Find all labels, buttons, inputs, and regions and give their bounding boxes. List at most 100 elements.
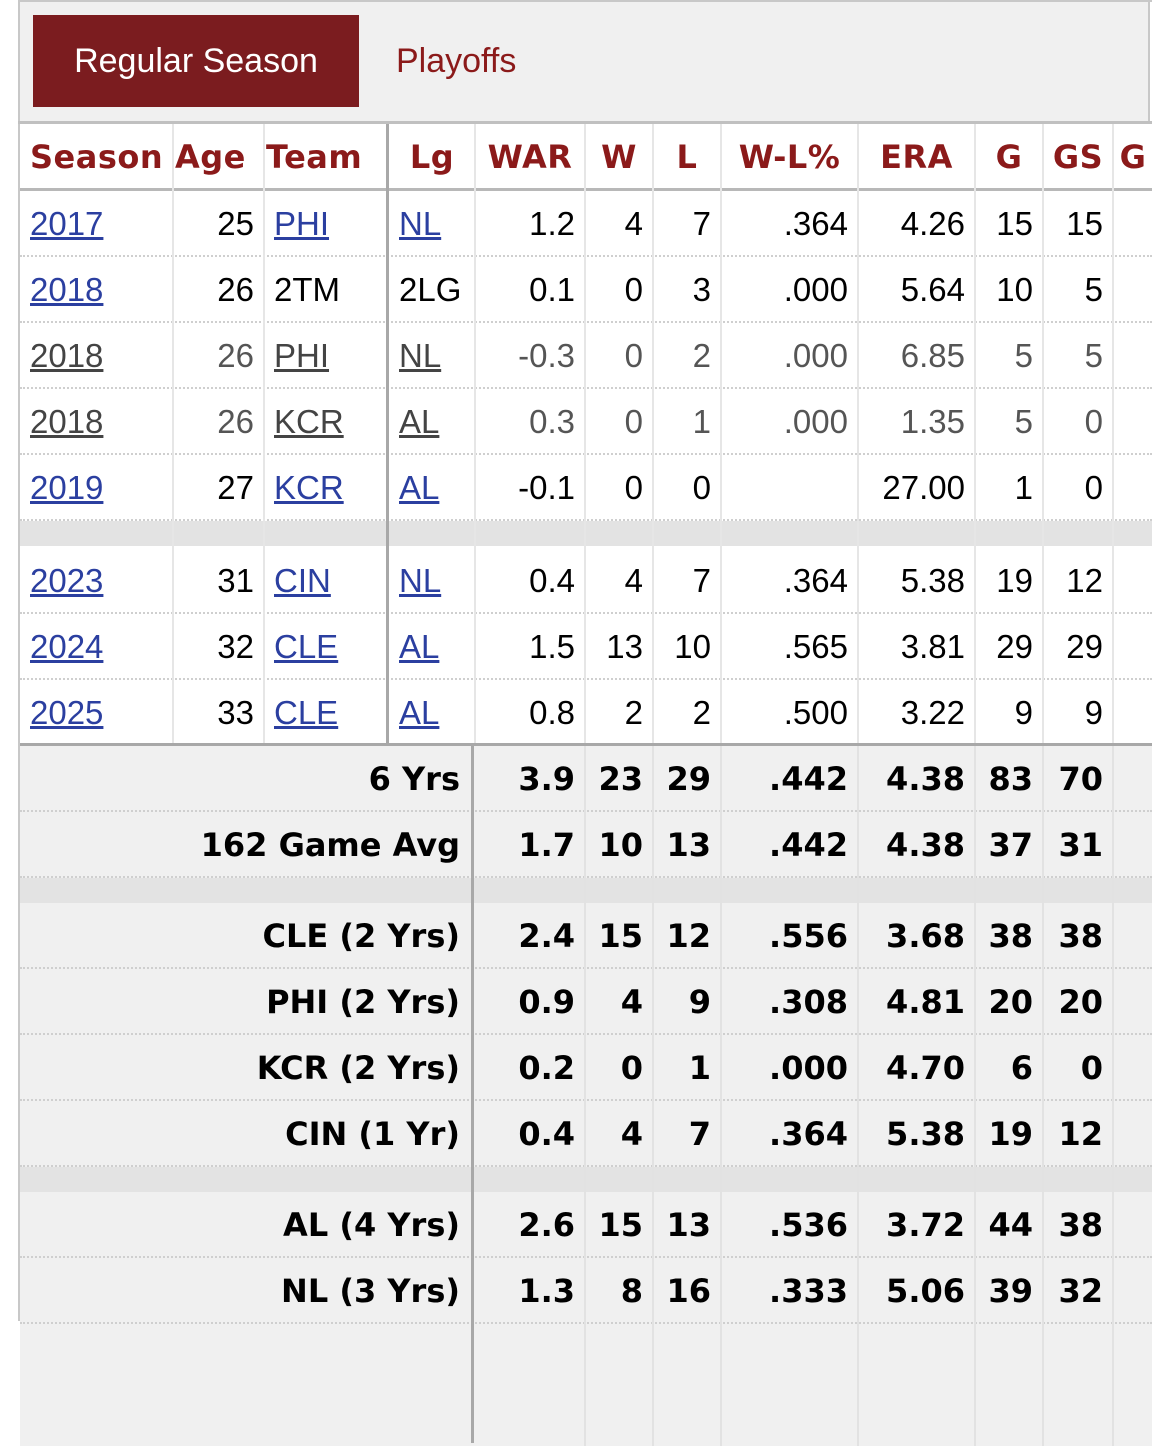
summary-war: 0.9	[518, 983, 575, 1021]
column-header-season[interactable]: Season	[30, 138, 164, 176]
column-header-gs[interactable]: GS	[1052, 138, 1104, 176]
column-divider	[1112, 124, 1114, 744]
stat-cell-l: 7	[692, 205, 711, 242]
row-divider	[20, 612, 1152, 614]
summary-label: NL (3 Yrs)	[281, 1272, 460, 1310]
tabbar-divider	[18, 121, 1152, 124]
stat-cell-g: 29	[996, 628, 1033, 665]
column-header-g[interactable]: G	[995, 138, 1023, 176]
summary-era: 3.72	[886, 1206, 965, 1244]
summary-gs: 38	[1058, 1206, 1103, 1244]
summary-l: 12	[666, 917, 711, 955]
row-divider	[20, 519, 1152, 521]
summary-era: 3.68	[886, 917, 965, 955]
team-link[interactable]: CLE	[274, 628, 339, 665]
league-link[interactable]: NL	[399, 337, 442, 374]
league-link[interactable]: AL	[399, 469, 440, 506]
summary-era: 4.38	[886, 760, 965, 798]
summary-l: 13	[666, 826, 711, 864]
column-header-wl-pct[interactable]: W-L%	[738, 138, 841, 176]
season-link[interactable]: 2024	[30, 628, 104, 665]
summary-label: CIN (1 Yr)	[285, 1115, 460, 1153]
league-link[interactable]: AL	[399, 628, 440, 665]
league-link[interactable]: NL	[399, 562, 442, 599]
stat-cell-war: 0.8	[529, 694, 575, 731]
season-link[interactable]: 2017	[30, 205, 104, 242]
stat-cell-wlp: .000	[783, 271, 848, 308]
age-cell: 26	[217, 403, 254, 440]
tabbar-right-border	[1148, 0, 1150, 122]
summary-wlp: .442	[769, 760, 848, 798]
season-link[interactable]: 2018	[30, 337, 104, 374]
column-divider	[974, 746, 976, 1446]
season-link[interactable]: 2019	[30, 469, 104, 506]
league-link[interactable]: NL	[399, 205, 442, 242]
tab-regular-season[interactable]: Regular Season	[33, 15, 359, 107]
season-link[interactable]: 2023	[30, 562, 104, 599]
team-link[interactable]: KCR	[274, 403, 344, 440]
column-header-w[interactable]: W	[601, 138, 637, 176]
season-link[interactable]: 2025	[30, 694, 104, 731]
summary-wlp: .536	[769, 1206, 848, 1244]
league-link: 2LG	[399, 271, 462, 308]
summary-gap-1	[20, 878, 1152, 903]
header-border	[20, 188, 1152, 191]
column-header-team[interactable]: Team	[266, 138, 363, 176]
stat-cell-w: 4	[624, 562, 643, 599]
column-header-l[interactable]: L	[676, 138, 698, 176]
summary-g: 38	[988, 917, 1033, 955]
summary-g: 83	[988, 760, 1033, 798]
stat-cell-l: 0	[692, 469, 711, 506]
row-divider	[20, 1322, 1152, 1324]
stat-cell-war: 0.3	[529, 403, 575, 440]
column-divider	[857, 746, 859, 1446]
stat-cell-g: 1	[1014, 469, 1033, 506]
team-link[interactable]: KCR	[274, 469, 344, 506]
summary-g: 19	[988, 1115, 1033, 1153]
league-link[interactable]: AL	[399, 403, 440, 440]
column-divider	[386, 124, 389, 744]
stat-cell-w: 2	[624, 694, 643, 731]
table-top-border	[18, 0, 1152, 2]
age-cell: 27	[217, 469, 254, 506]
stat-cell-war: -0.1	[518, 469, 575, 506]
summary-gs: 32	[1058, 1272, 1103, 1310]
column-divider	[474, 124, 476, 744]
stat-cell-g: 5	[1014, 403, 1033, 440]
summary-wlp: .000	[769, 1049, 848, 1087]
team-link[interactable]: PHI	[274, 205, 330, 242]
stat-cell-l: 3	[692, 271, 711, 308]
column-header-era[interactable]: ERA	[880, 138, 953, 176]
stat-cell-w: 0	[624, 271, 643, 308]
age-cell: 26	[217, 271, 254, 308]
stat-cell-era: 3.22	[900, 694, 965, 731]
column-header-g-extra[interactable]: G	[1119, 138, 1147, 176]
summary-l: 29	[666, 760, 711, 798]
summary-war: 2.6	[518, 1206, 575, 1244]
league-link[interactable]: AL	[399, 694, 440, 731]
season-link[interactable]: 2018	[30, 403, 104, 440]
column-divider	[1042, 746, 1044, 1446]
column-header-lg[interactable]: Lg	[409, 138, 455, 176]
summary-w: 4	[620, 1115, 643, 1153]
stat-cell-era: 5.64	[900, 271, 965, 308]
stat-cell-war: 1.5	[529, 628, 575, 665]
summary-l: 16	[666, 1272, 711, 1310]
stat-cell-w: 4	[624, 205, 643, 242]
team-link[interactable]: CLE	[274, 694, 339, 731]
column-header-age[interactable]: Age	[175, 138, 246, 176]
team-link[interactable]: PHI	[274, 337, 330, 374]
summary-era: 5.38	[886, 1115, 965, 1153]
stat-cell-g: 15	[996, 205, 1033, 242]
summary-wlp: .364	[769, 1115, 848, 1153]
stat-cell-g: 5	[1014, 337, 1033, 374]
stat-cell-wlp: .565	[783, 628, 848, 665]
team-link[interactable]: CIN	[274, 562, 331, 599]
season-link[interactable]: 2018	[30, 271, 104, 308]
summary-label: AL (4 Yrs)	[283, 1206, 460, 1244]
row-divider	[20, 1033, 1152, 1035]
stat-cell-era: 3.81	[900, 628, 965, 665]
summary-w: 4	[620, 983, 643, 1021]
tab-playoffs[interactable]: Playoffs	[396, 42, 517, 80]
column-header-war[interactable]: WAR	[487, 138, 573, 176]
